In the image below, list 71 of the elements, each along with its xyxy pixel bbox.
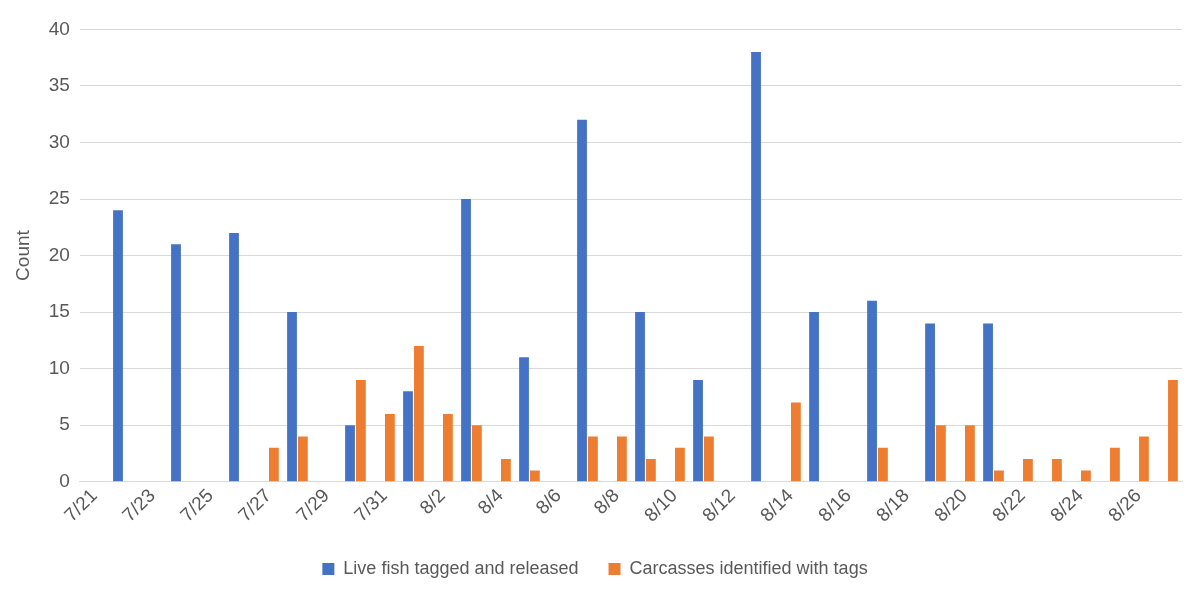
- bar: [268, 447, 279, 482]
- x-tick-label: 8/22: [988, 484, 1030, 526]
- y-tick-label: 25: [48, 187, 70, 209]
- bar: [646, 459, 656, 482]
- bar: [577, 119, 587, 482]
- legend-label: Live fish tagged and released: [343, 557, 579, 578]
- bar: [1110, 447, 1120, 482]
- x-tick-label: 8/26: [1104, 484, 1146, 526]
- bar: [1081, 470, 1091, 482]
- x-tick-label: 8/2: [415, 484, 449, 518]
- x-tick-label: 8/20: [930, 484, 972, 526]
- bar: [345, 425, 355, 482]
- bar: [171, 244, 181, 482]
- x-tick-label: 8/18: [872, 484, 914, 526]
- bar: [530, 470, 540, 482]
- bar: [355, 379, 366, 482]
- bar: [617, 436, 627, 482]
- x-tick-label: 8/8: [589, 484, 623, 518]
- y-tick-label: 20: [48, 243, 70, 265]
- x-tick-label: 8/6: [531, 484, 565, 518]
- bar: [791, 402, 801, 482]
- x-tick-label: 8/24: [1046, 484, 1088, 526]
- x-tick-label: 8/10: [640, 484, 681, 526]
- bar: [519, 357, 529, 482]
- bar: [461, 199, 471, 482]
- bar: [403, 391, 413, 482]
- x-tick-label: 8/14: [756, 484, 798, 526]
- bar: [693, 379, 703, 482]
- x-tick-label: 8/4: [473, 484, 508, 518]
- bar: [809, 312, 819, 482]
- bar: [704, 436, 714, 482]
- y-tick-label: 5: [59, 413, 70, 435]
- bar: [878, 447, 888, 482]
- bar: [588, 436, 598, 482]
- bar: [635, 312, 645, 482]
- y-tick-label: 10: [48, 356, 70, 378]
- x-tick-label: 7/27: [233, 484, 275, 526]
- bar: [385, 413, 395, 482]
- bar: [675, 447, 685, 482]
- bar: [501, 459, 511, 482]
- bar: [936, 425, 946, 482]
- bar: [443, 413, 453, 482]
- y-tick-label: 30: [48, 130, 70, 152]
- bar: [297, 436, 308, 482]
- bar: [229, 232, 239, 482]
- bar: [472, 425, 482, 482]
- y-tick-label: 0: [59, 469, 70, 491]
- bar: [414, 346, 424, 482]
- x-tick-label: 8/16: [814, 484, 856, 526]
- bar: [113, 210, 123, 482]
- y-tick-label: 35: [48, 74, 70, 96]
- bar: [1139, 436, 1149, 482]
- x-tick-label: 7/29: [291, 484, 333, 526]
- bar: [965, 425, 975, 482]
- y-tick-label: 40: [48, 17, 70, 39]
- bar: [287, 312, 297, 482]
- bar: [925, 323, 935, 482]
- y-tick-label: 15: [48, 300, 70, 322]
- y-axis-title: Count: [11, 229, 33, 281]
- x-tick-label: 7/25: [175, 484, 217, 526]
- bar: [983, 323, 993, 482]
- bar: [1023, 459, 1033, 482]
- bar: [1168, 379, 1178, 482]
- bar: [994, 470, 1004, 482]
- legend-label: Carcasses identified with tags: [629, 557, 868, 578]
- x-tick-label: 7/23: [117, 484, 159, 526]
- x-tick-label: 8/12: [698, 484, 739, 526]
- bar: [751, 52, 761, 482]
- bar: [1052, 459, 1062, 482]
- bar: [867, 300, 877, 482]
- x-tick-label: 7/31: [349, 484, 391, 526]
